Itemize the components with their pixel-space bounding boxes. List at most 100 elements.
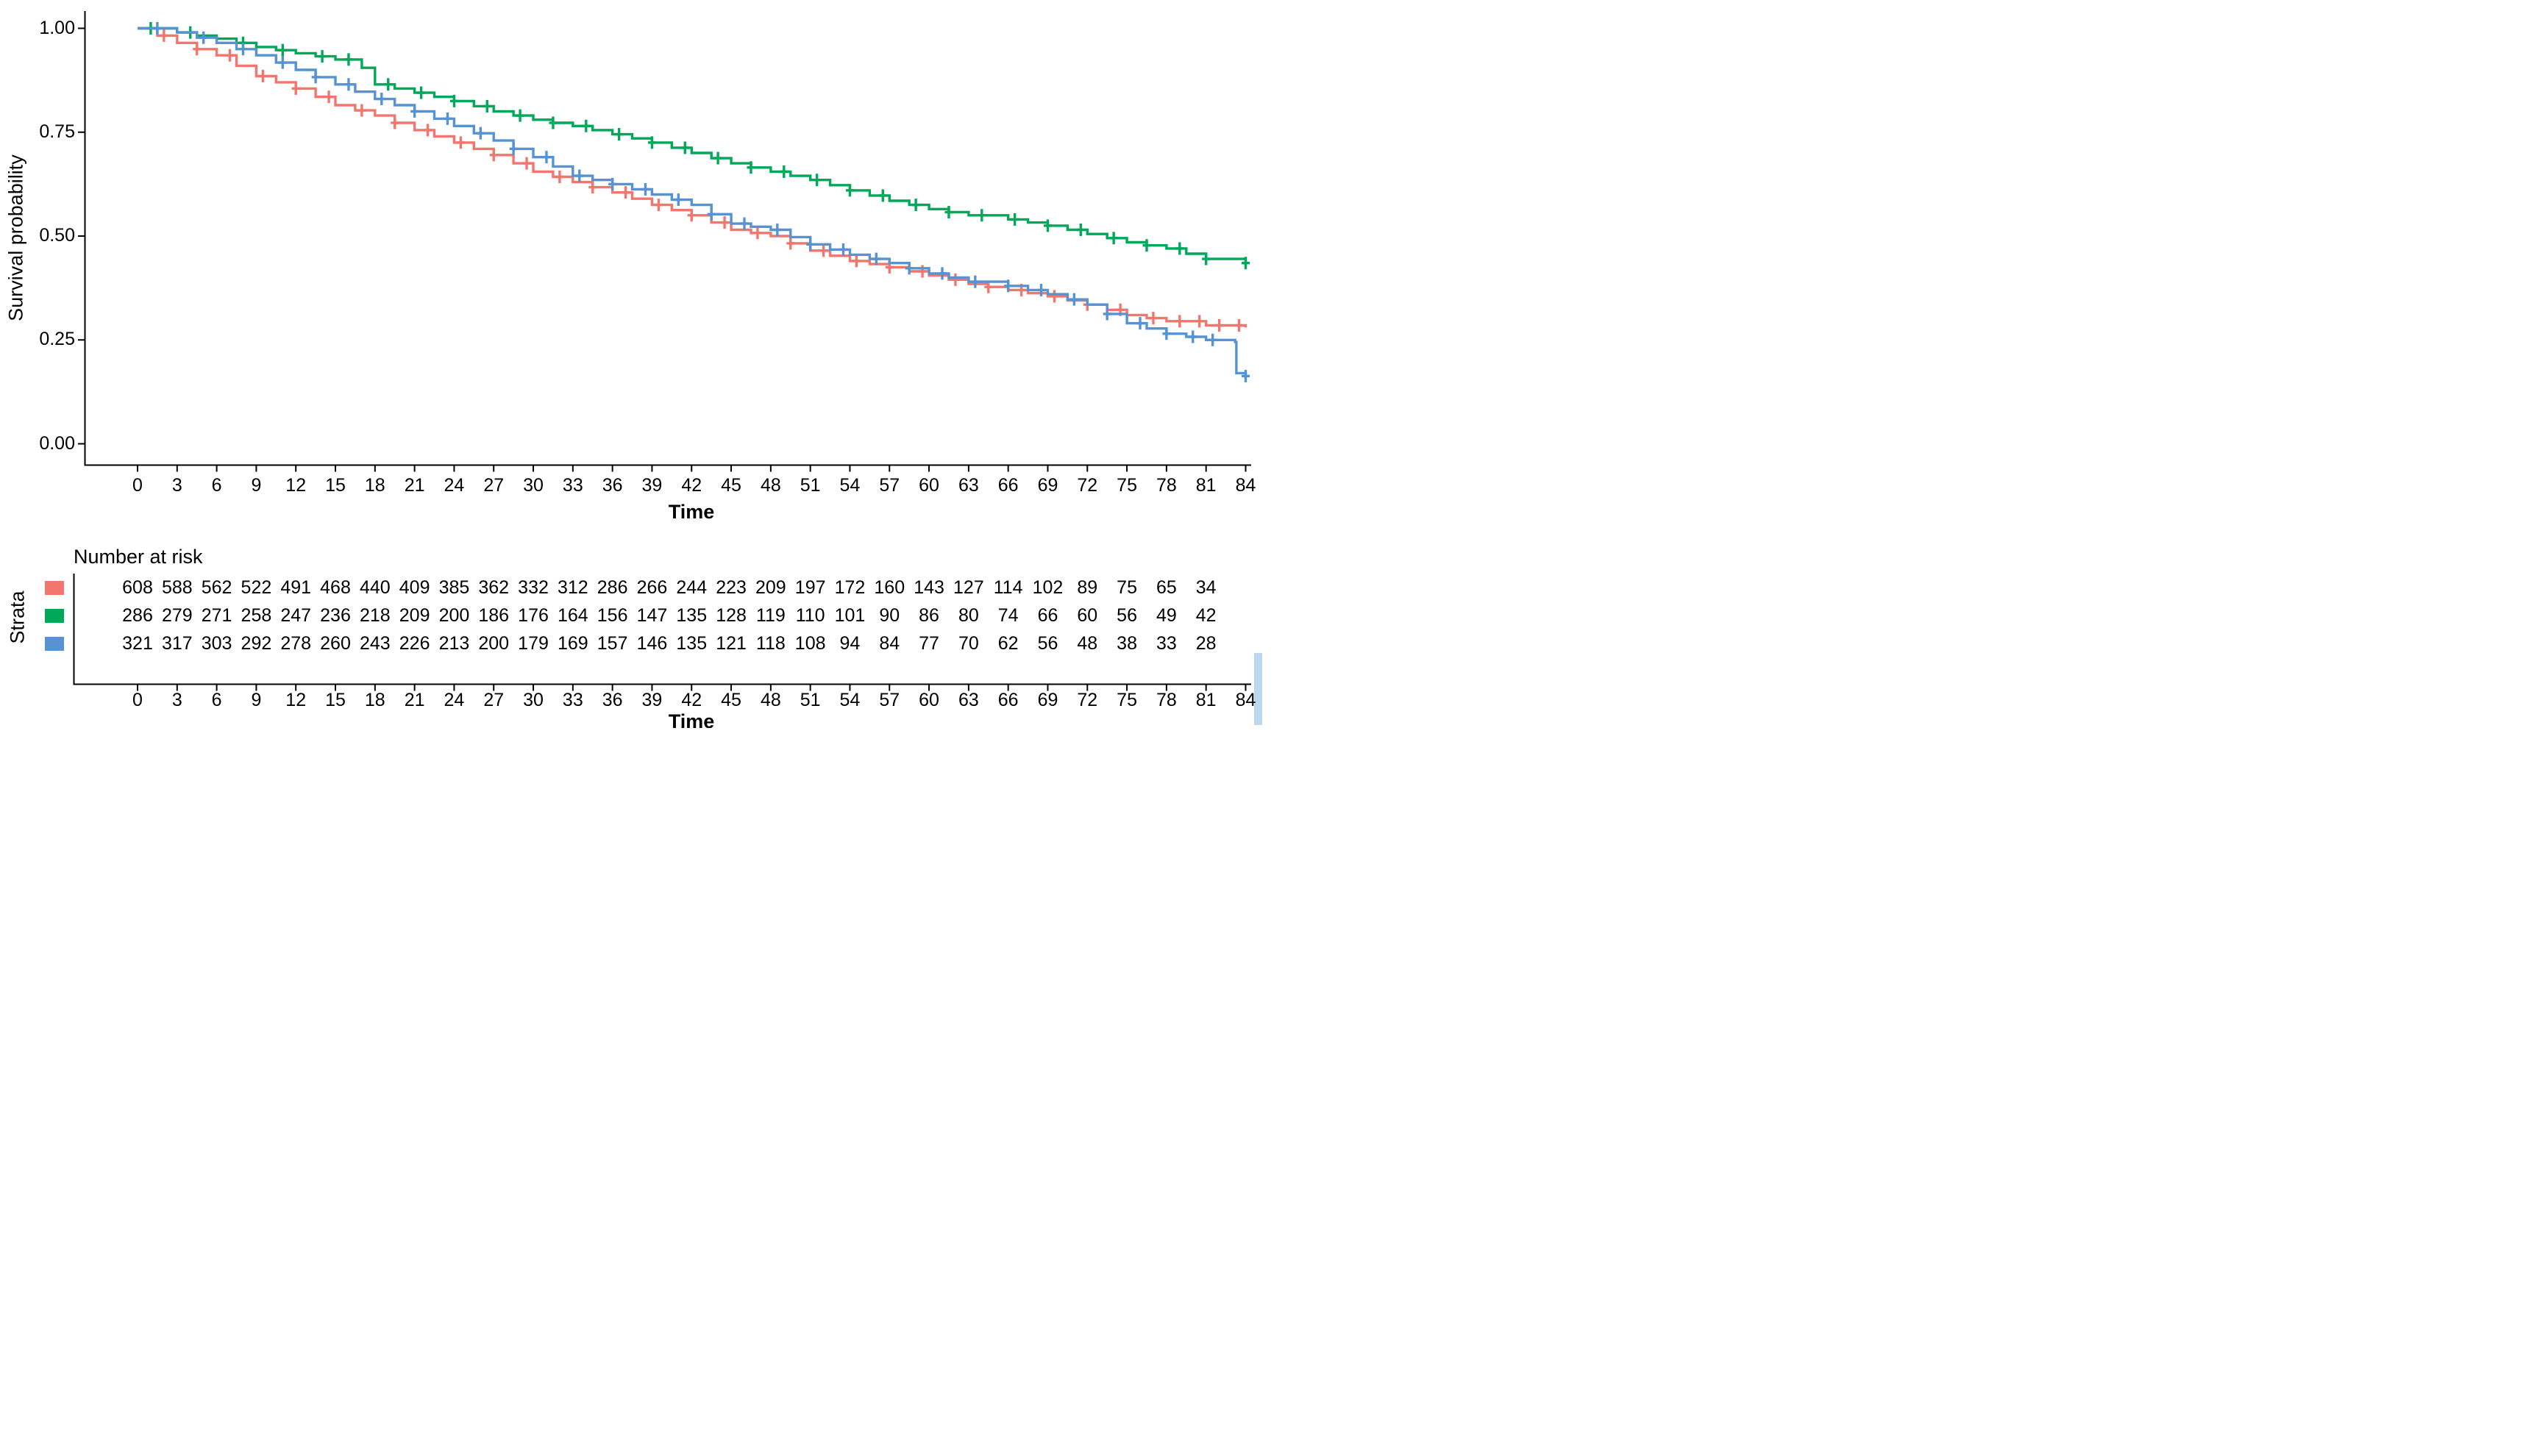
risk-x-tick-label: 39 [641, 690, 663, 710]
x-tick-label: 33 [562, 475, 583, 496]
risk-x-tick-label: 24 [444, 690, 465, 710]
risk-count-strata-2: 135 [676, 605, 708, 626]
x-tick-label: 57 [879, 475, 900, 496]
risk-x-tick-label: 36 [602, 690, 623, 710]
risk-count-strata-3: 62 [997, 633, 1019, 654]
risk-x-tick-label: 84 [1235, 690, 1256, 710]
risk-count-strata-1: 440 [359, 577, 391, 598]
x-tick-label: 18 [364, 475, 385, 496]
x-tick-label: 75 [1117, 475, 1137, 496]
risk-count-strata-3: 108 [794, 633, 826, 654]
risk-count-strata-1: 522 [241, 577, 272, 598]
risk-x-tick-label: 72 [1077, 690, 1098, 710]
risk-x-tick-label: 15 [325, 690, 346, 710]
risk-x-tick-label: 42 [681, 690, 702, 710]
risk-count-strata-3: 118 [755, 633, 786, 654]
risk-count-strata-3: 48 [1077, 633, 1098, 654]
x-tick-label: 81 [1195, 475, 1217, 496]
risk-count-strata-3: 157 [597, 633, 628, 654]
risk-x-tick-label: 57 [879, 690, 900, 710]
x-tick-label: 54 [839, 475, 861, 496]
risk-count-strata-3: 303 [201, 633, 232, 654]
risk-count-strata-1: 102 [1032, 577, 1064, 598]
km-curve-strata-3 [138, 26, 1247, 377]
x-tick-label: 6 [211, 475, 222, 496]
x-tick-label: 84 [1235, 475, 1256, 496]
x-tick-label: 27 [483, 475, 505, 496]
y-tick-label: 0.00 [39, 432, 75, 454]
risk-x-tick-label: 51 [800, 690, 821, 710]
x-tick-label: 36 [602, 475, 623, 496]
risk-count-strata-2: 258 [241, 605, 272, 626]
x-tick-label: 51 [800, 475, 821, 496]
risk-x-tick-label: 33 [562, 690, 583, 710]
x-tick-label: 78 [1156, 475, 1177, 496]
risk-count-strata-1: 197 [794, 577, 826, 598]
x-tick-label: 3 [171, 475, 182, 496]
y-tick-label: 0.25 [39, 329, 75, 350]
risk-count-strata-3: 292 [241, 633, 272, 654]
x-tick-label: 72 [1077, 475, 1098, 496]
risk-count-strata-3: 278 [280, 633, 312, 654]
legend-swatch-strata-2 [45, 609, 64, 623]
risk-count-strata-1: 588 [161, 577, 193, 598]
risk-count-strata-1: 65 [1156, 577, 1177, 598]
risk-count-strata-1: 143 [914, 577, 944, 598]
risk-count-strata-3: 226 [399, 633, 430, 654]
x-tick-label: 24 [444, 475, 465, 496]
km-survival-figure: Survival probability Time Number at risk… [0, 0, 1265, 728]
risk-x-axis-title: Time [668, 710, 715, 728]
risk-count-strata-1: 362 [478, 577, 510, 598]
risk-count-strata-3: 169 [557, 633, 588, 654]
risk-count-strata-3: 84 [879, 633, 900, 654]
risk-count-strata-1: 385 [438, 577, 470, 598]
km-curve-strata-2 [138, 26, 1247, 263]
risk-count-strata-3: 243 [359, 633, 391, 654]
risk-count-strata-1: 468 [320, 577, 351, 598]
risk-count-strata-1: 409 [399, 577, 430, 598]
risk-x-tick-label: 66 [997, 690, 1019, 710]
risk-count-strata-3: 321 [122, 633, 153, 654]
risk-count-strata-1: 491 [280, 577, 312, 598]
risk-count-strata-3: 56 [1037, 633, 1058, 654]
risk-count-strata-1: 266 [636, 577, 668, 598]
risk-count-strata-2: 209 [399, 605, 430, 626]
legend-swatch-strata-3 [45, 637, 64, 651]
risk-count-strata-3: 146 [636, 633, 668, 654]
risk-count-strata-2: 236 [320, 605, 351, 626]
risk-count-strata-3: 135 [676, 633, 708, 654]
risk-count-strata-2: 186 [478, 605, 510, 626]
risk-count-strata-1: 608 [122, 577, 153, 598]
risk-x-tick-label: 81 [1195, 690, 1217, 710]
risk-count-strata-1: 562 [201, 577, 232, 598]
scrollbar [1254, 653, 1262, 725]
x-axis-title: Time [668, 501, 715, 523]
risk-count-strata-2: 80 [958, 605, 979, 626]
risk-count-strata-1: 114 [993, 577, 1023, 598]
chart-canvas [45, 11, 1262, 725]
risk-x-tick-label: 69 [1037, 690, 1058, 710]
risk-x-tick-label: 30 [523, 690, 544, 710]
risk-x-tick-label: 6 [211, 690, 222, 710]
risk-x-tick-label: 21 [404, 690, 425, 710]
risk-count-strata-2: 101 [834, 605, 866, 626]
x-tick-label: 45 [721, 475, 741, 496]
x-tick-label: 66 [997, 475, 1019, 496]
risk-table-title: Number at risk [74, 546, 203, 568]
risk-count-strata-3: 94 [839, 633, 861, 654]
risk-x-tick-label: 78 [1156, 690, 1177, 710]
risk-count-strata-2: 176 [518, 605, 549, 626]
x-tick-label: 0 [132, 475, 143, 496]
risk-count-strata-1: 286 [597, 577, 628, 598]
y-tick-label: 0.75 [39, 121, 75, 142]
risk-x-tick-label: 9 [251, 690, 262, 710]
risk-count-strata-2: 110 [795, 605, 825, 626]
risk-count-strata-3: 38 [1117, 633, 1137, 654]
risk-count-strata-2: 200 [438, 605, 470, 626]
risk-count-strata-1: 223 [716, 577, 747, 598]
risk-count-strata-2: 271 [201, 605, 232, 626]
risk-x-tick-label: 27 [483, 690, 505, 710]
risk-count-strata-3: 70 [958, 633, 979, 654]
x-tick-label: 69 [1037, 475, 1058, 496]
risk-count-strata-1: 75 [1117, 577, 1137, 598]
